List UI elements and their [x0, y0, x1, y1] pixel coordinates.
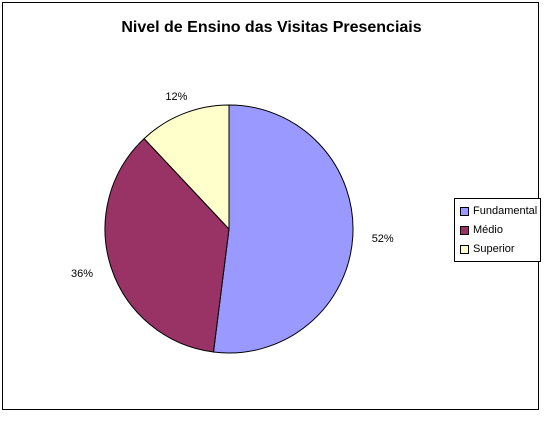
legend-item-fundamental: Fundamental: [460, 204, 537, 218]
chart-area: Nivel de Ensino das Visitas Presenciais …: [2, 2, 541, 410]
legend-label-superior: Superior: [473, 243, 515, 255]
legend-swatch-superior: [460, 244, 469, 254]
legend-item-medio: Médio: [460, 223, 503, 237]
data-label-fundamental: 52%: [372, 233, 394, 245]
legend-item-superior: Superior: [460, 242, 515, 256]
data-label-medio: 36%: [71, 268, 93, 280]
data-label-superior: 12%: [165, 91, 187, 103]
pie-chart: 52% 36% 12%: [71, 91, 394, 354]
pie-slice-fundamental: [212, 104, 354, 354]
legend-swatch-medio: [460, 225, 469, 235]
pie-slice-medio: [104, 137, 230, 353]
pie-slice-superior: [143, 104, 230, 231]
legend-label-fundamental: Fundamental: [473, 205, 538, 217]
legend-swatch-fundamental: [460, 206, 469, 216]
legend: Fundamental Médio Superior: [454, 198, 541, 262]
chart-title: Nivel de Ensino das Visitas Presenciais: [121, 19, 422, 36]
legend-label-medio: Médio: [473, 224, 503, 236]
